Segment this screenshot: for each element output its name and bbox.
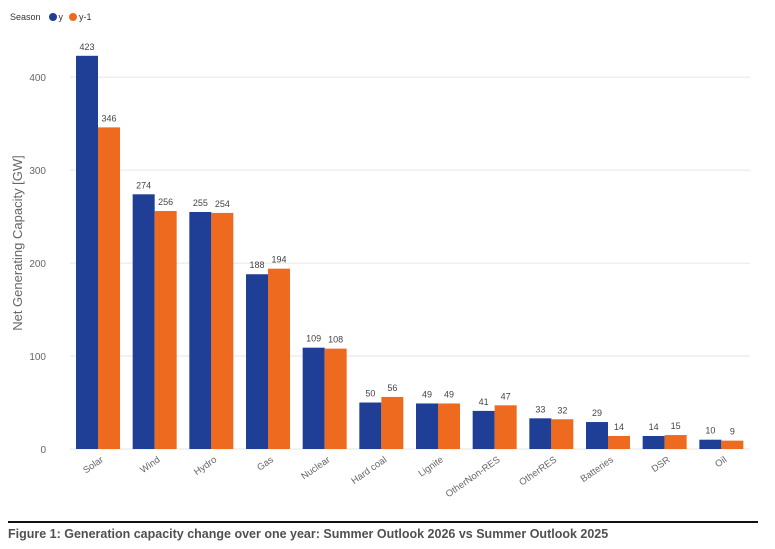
data-label: 49 bbox=[422, 389, 432, 399]
bar-y-1-lignite bbox=[438, 403, 460, 449]
data-label: 346 bbox=[101, 113, 116, 123]
x-axis-ticks: Solar Wind Hydro Gas Nuclear Hard coal Lignite… bbox=[81, 454, 729, 500]
y-tick-label: 400 bbox=[29, 73, 46, 84]
bar-y-solar bbox=[76, 55, 98, 449]
legend-title: Season bbox=[10, 12, 41, 22]
caption-divider bbox=[8, 521, 758, 523]
bar-y-lignite bbox=[416, 403, 438, 449]
legend: Season y y-1 bbox=[10, 12, 94, 22]
bar-y-batteries bbox=[586, 422, 608, 449]
data-label: 49 bbox=[444, 389, 454, 399]
bar-y-1-hard-coal bbox=[381, 396, 404, 449]
x-tick-label: Wind bbox=[138, 454, 162, 475]
y-axis-ticks: 0 100 200 300 400 bbox=[29, 73, 46, 456]
grid-lines bbox=[70, 76, 750, 450]
data-label: 56 bbox=[387, 383, 397, 393]
data-label: 50 bbox=[365, 389, 375, 399]
x-tick-label: Lignite bbox=[416, 454, 445, 479]
bar-y-dsr bbox=[642, 435, 665, 449]
data-label: 47 bbox=[501, 391, 511, 401]
data-label: 108 bbox=[328, 335, 343, 345]
bar-y-wind bbox=[132, 194, 155, 449]
x-tick-label: Hard coal bbox=[349, 454, 389, 486]
bar-y-1-gas bbox=[268, 268, 290, 449]
bar-y-1-dsr bbox=[664, 435, 687, 449]
data-label: 15 bbox=[671, 421, 681, 431]
data-label: 9 bbox=[730, 427, 735, 437]
data-label: 194 bbox=[271, 255, 286, 265]
x-tick-label: Batteries bbox=[579, 454, 616, 485]
bar-y-otherres bbox=[529, 418, 552, 449]
y-tick-label: 200 bbox=[29, 259, 46, 270]
data-label: 188 bbox=[249, 260, 264, 270]
x-tick-label: Solar bbox=[81, 454, 105, 476]
y-tick-label: 300 bbox=[29, 166, 46, 177]
x-tick-label: DSR bbox=[650, 454, 673, 475]
bar-y-1-nuclear bbox=[324, 348, 347, 449]
bar-chart: 0 100 200 300 400 423 346 274 256 255 254 188 194 10… bbox=[10, 42, 750, 500]
bar-y-oil bbox=[699, 439, 722, 449]
x-tick-label: Gas bbox=[255, 454, 276, 473]
data-label: 10 bbox=[705, 426, 715, 436]
bars bbox=[76, 55, 744, 450]
legend-label-y-1: y-1 bbox=[79, 12, 92, 22]
bar-y-hard-coal bbox=[359, 402, 382, 449]
x-tick-label: OtherNon-RES bbox=[444, 454, 503, 500]
x-tick-label: OtherRES bbox=[517, 454, 559, 488]
figure-caption: Figure 1: Generation capacity change ove… bbox=[8, 527, 609, 541]
bar-y-1-otherres bbox=[551, 419, 574, 449]
data-label: 256 bbox=[158, 197, 173, 207]
data-label: 109 bbox=[306, 334, 321, 344]
y-tick-label: 0 bbox=[40, 445, 46, 456]
data-label: 423 bbox=[79, 42, 94, 52]
data-label: 14 bbox=[614, 422, 624, 432]
data-label: 41 bbox=[479, 397, 489, 407]
bar-y-1-oil bbox=[721, 440, 744, 449]
data-label: 255 bbox=[193, 198, 208, 208]
bar-y-gas bbox=[246, 274, 268, 449]
bar-y-1-batteries bbox=[608, 435, 630, 449]
data-label: 29 bbox=[592, 408, 602, 418]
bar-y-nuclear bbox=[302, 347, 325, 449]
data-label: 33 bbox=[535, 404, 545, 414]
y-axis-label: Net Generating Capacity [GW] bbox=[10, 155, 25, 331]
y-tick-label: 100 bbox=[29, 352, 46, 363]
bar-y-othernon-res bbox=[472, 410, 495, 449]
legend-swatch-y-1 bbox=[69, 13, 78, 21]
legend-label-y: y bbox=[58, 12, 64, 22]
bar-y-1-solar bbox=[98, 127, 120, 450]
data-label: 14 bbox=[649, 422, 659, 432]
legend-swatch-y bbox=[48, 13, 57, 21]
legend-item-y: y bbox=[48, 12, 64, 22]
legend-item-y-1: y-1 bbox=[69, 12, 92, 22]
data-label: 32 bbox=[557, 405, 567, 415]
bar-y-1-wind bbox=[154, 211, 177, 449]
bar-y-hydro bbox=[189, 211, 212, 449]
bar-y-1-hydro bbox=[211, 212, 234, 449]
x-tick-label: Oil bbox=[713, 454, 729, 470]
data-label: 254 bbox=[215, 199, 230, 209]
x-tick-label: Hydro bbox=[192, 454, 219, 478]
bar-y-1-othernon-res bbox=[494, 405, 517, 449]
data-label: 274 bbox=[136, 180, 151, 190]
x-tick-label: Nuclear bbox=[299, 454, 332, 482]
